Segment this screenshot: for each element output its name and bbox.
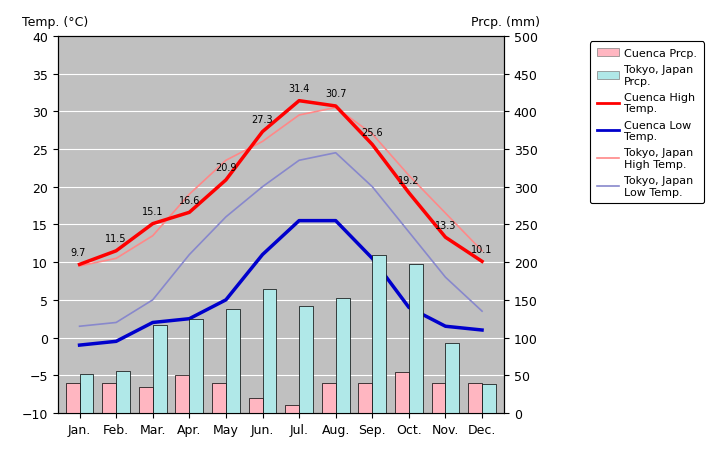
Text: 9.7: 9.7 [70,247,86,257]
Bar [285,406,299,413]
Bar [226,309,240,413]
Bar [372,255,386,413]
Bar [176,375,189,413]
Bar [153,325,166,413]
Bar [116,371,130,413]
Text: 11.5: 11.5 [105,234,127,244]
Text: 13.3: 13.3 [435,220,456,230]
Bar [359,383,372,413]
Text: 15.1: 15.1 [142,207,163,217]
Bar [482,384,496,413]
Legend: Cuenca Prcp., Tokyo, Japan
Prcp., Cuenca High
Temp., Cuenca Low
Temp., Tokyo, Ja: Cuenca Prcp., Tokyo, Japan Prcp., Cuenca… [590,42,704,204]
Bar [189,319,203,413]
Bar [248,398,263,413]
Bar [395,372,409,413]
Text: 27.3: 27.3 [252,115,274,125]
Text: 25.6: 25.6 [361,128,383,138]
Bar [212,383,226,413]
Text: 31.4: 31.4 [289,84,310,94]
Bar [263,289,276,413]
Bar [409,264,423,413]
Text: 20.9: 20.9 [215,163,237,173]
Bar [468,383,482,413]
Bar [79,374,94,413]
Text: 16.6: 16.6 [179,196,200,205]
Text: 19.2: 19.2 [398,176,420,186]
Text: 30.7: 30.7 [325,89,346,99]
Text: Temp. (°C): Temp. (°C) [22,16,88,29]
Bar [102,383,116,413]
Bar [336,299,350,413]
Text: 10.1: 10.1 [472,244,492,254]
Bar [446,343,459,413]
Bar [431,383,446,413]
Bar [299,306,313,413]
Bar [66,383,79,413]
Bar [322,383,336,413]
Bar [139,387,153,413]
Text: Prcp. (mm): Prcp. (mm) [471,16,540,29]
